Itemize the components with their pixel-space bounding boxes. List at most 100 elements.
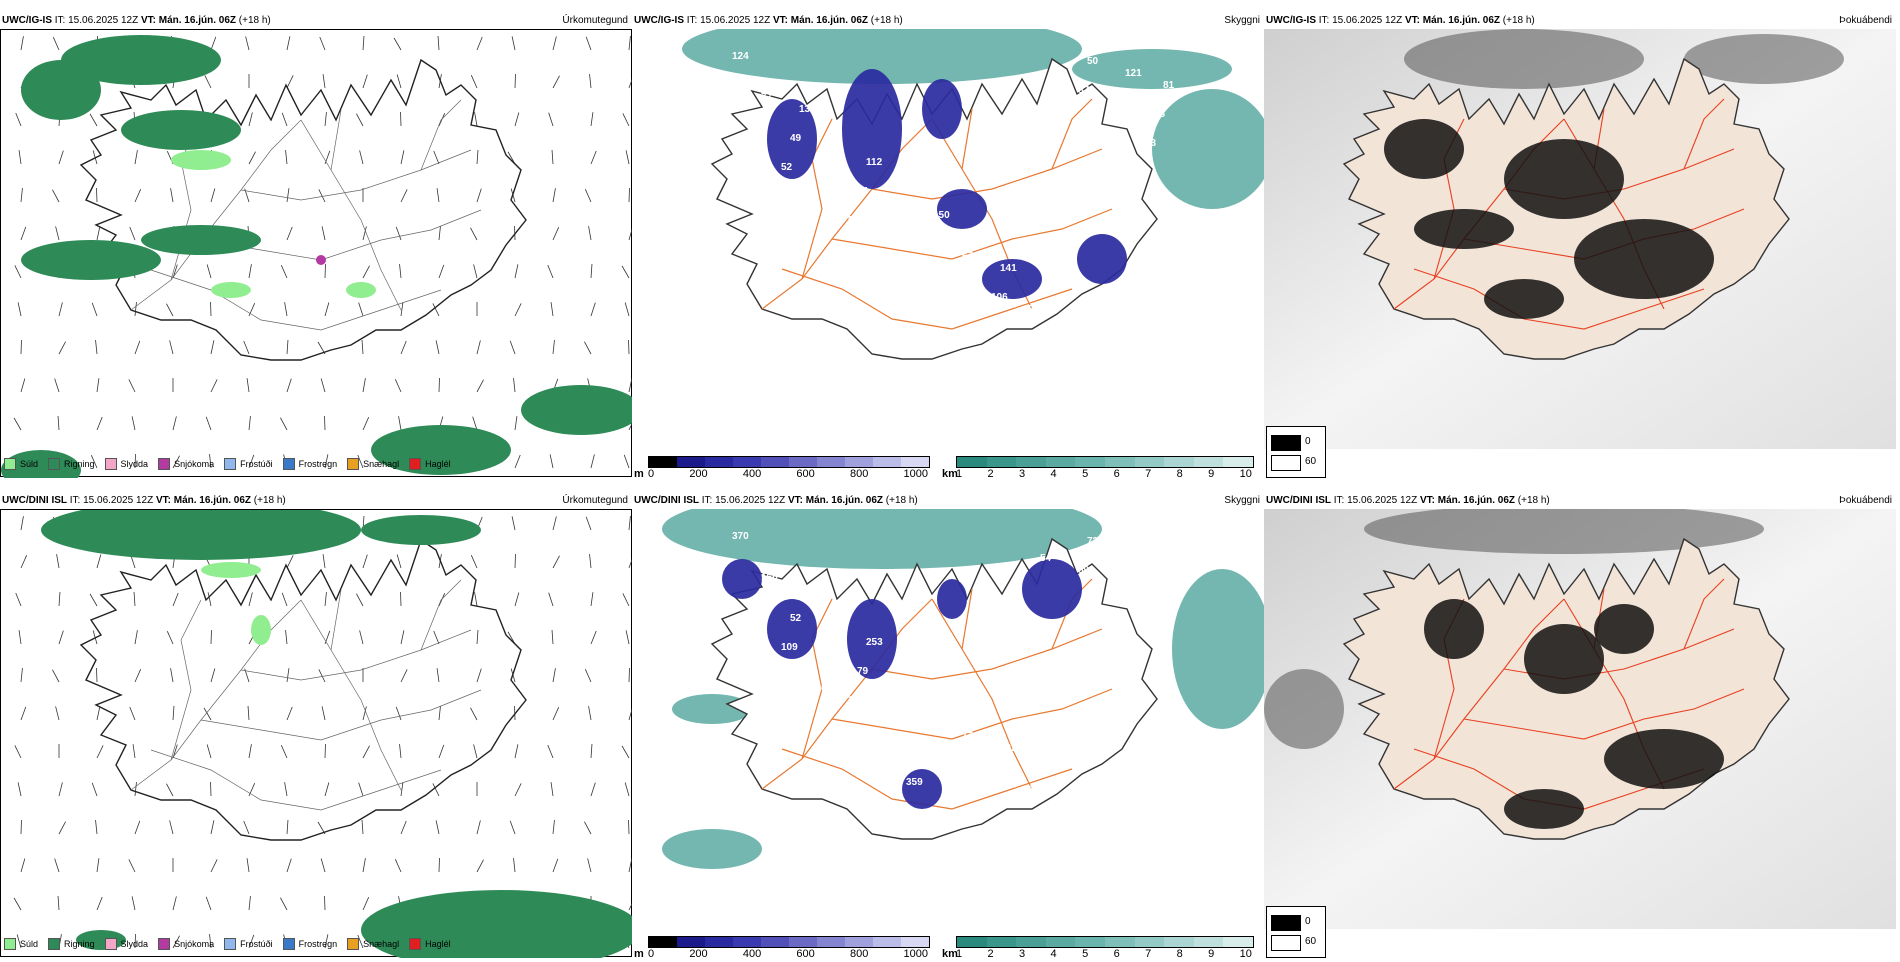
wind-barb: [400, 744, 401, 758]
wind-barb: [553, 516, 556, 530]
wind-barb: [16, 113, 21, 126]
wind-barb: [14, 898, 21, 910]
field-patch: [316, 255, 326, 265]
legend-swatch: [158, 458, 170, 470]
wind-barb: [280, 898, 287, 910]
panel-title: UWC/DINI ISL IT: 15.06.2025 12Z VT: Mán.…: [634, 494, 918, 508]
wind-barb: [132, 896, 135, 910]
wind-barb: [286, 630, 287, 644]
visibility-value-label: 124: [732, 51, 749, 62]
wind-barb: [629, 516, 630, 530]
wind-barb: [208, 592, 211, 606]
visibility-value-label: 53: [1020, 813, 1032, 824]
wind-barb: [135, 821, 140, 834]
visibility-value-label: 43: [1145, 138, 1157, 149]
wind-barb: [363, 746, 370, 758]
wind-barb: [211, 379, 217, 392]
wind-barb: [512, 516, 515, 530]
wind-barb: [470, 708, 477, 720]
colorbar-tick: 0: [648, 468, 654, 480]
wind-barb: [18, 782, 21, 796]
panel-precip-igis: UWC/IG-IS IT: 15.06.2025 12Z VT: Mán. 16…: [0, 14, 632, 482]
wind-barb: [363, 897, 369, 910]
visibility-value-label: 108: [915, 748, 932, 759]
wind-barb: [211, 669, 215, 682]
wind-barb: [19, 630, 21, 644]
wind-barb: [135, 302, 136, 316]
wind-barb: [436, 340, 439, 354]
wind-barb: [363, 858, 365, 872]
wind-barb: [396, 227, 401, 240]
wind-barb: [59, 782, 62, 796]
legend-label: Súld: [20, 459, 38, 469]
legend-label: Slydda: [121, 459, 149, 469]
visibility-value-label: 50: [1087, 56, 1099, 67]
wind-barb: [477, 380, 484, 392]
visibility-value-label: 60: [953, 280, 965, 291]
panel-fog-dini: UWC/DINI ISL IT: 15.06.2025 12Z VT: Mán.…: [1264, 494, 1896, 962]
colorbar-unit: m: [634, 468, 644, 480]
legend-item: Snæhagl: [347, 458, 399, 470]
panel-title: UWC/IG-IS IT: 15.06.2025 12Z VT: Mán. 16…: [634, 14, 903, 28]
wind-barb: [623, 593, 629, 606]
wind-barb: [285, 302, 287, 316]
wind-barb: [552, 150, 553, 164]
wind-barb: [170, 340, 173, 354]
field-patch: [171, 150, 231, 170]
visibility-value-label: 380: [1096, 837, 1113, 848]
wind-barb: [249, 592, 252, 606]
visibility-value-label: 132: [1000, 743, 1017, 754]
legend-label: Rigning: [64, 939, 95, 949]
wind-barb: [167, 631, 173, 644]
visibility-value-label: 150: [933, 210, 950, 221]
visibility-value-label: 110: [848, 695, 865, 706]
legend-label: Súld: [20, 939, 38, 949]
field-patch: [1574, 219, 1714, 299]
wind-barb: [249, 303, 255, 316]
wind-barb: [591, 631, 596, 644]
legend-label: Rigning: [64, 459, 95, 469]
wind-barb: [434, 151, 439, 164]
visibility-value-label: 131: [799, 104, 816, 115]
wind-barb: [135, 782, 136, 796]
panel-title: UWC/DINI ISL IT: 15.06.2025 12Z VT: Mán.…: [1266, 494, 1550, 508]
wind-barb: [325, 592, 326, 606]
visibility-value-label: 54: [1040, 553, 1052, 564]
wind-barb: [248, 706, 249, 720]
wind-barb: [401, 630, 404, 644]
panel-visibility-dini: UWC/DINI ISL IT: 15.06.2025 12Z VT: Mán.…: [632, 494, 1264, 962]
wind-barb: [90, 594, 97, 606]
wind-barb: [59, 822, 66, 834]
field-patch: [21, 240, 161, 280]
panel-variable: Þokuábendi: [1839, 494, 1892, 508]
wind-barb: [249, 783, 255, 796]
wind-barb: [553, 76, 560, 88]
wind-barb: [21, 555, 27, 568]
wind-barb: [129, 859, 135, 872]
wind-barb: [286, 150, 287, 164]
iceland-coastline: [81, 540, 526, 840]
legend-swatch: [409, 938, 421, 950]
wind-barb: [584, 822, 591, 834]
legend-swatch: [48, 458, 60, 470]
wind-barb: [549, 593, 553, 606]
legend-label: Haglél: [425, 939, 451, 949]
wind-barb: [625, 303, 629, 316]
panel-variable: Skyggni: [1224, 14, 1260, 28]
wind-barb: [52, 670, 59, 682]
wind-barb: [474, 744, 477, 758]
wind-barb: [96, 340, 97, 354]
wind-barb: [249, 896, 250, 910]
colorbar-tick: 6: [1114, 468, 1120, 480]
visibility-value-label: 57: [877, 256, 889, 267]
visibility-value-label: 58: [819, 654, 831, 665]
field-patch: [1504, 789, 1584, 829]
legend-label: Snjókoma: [174, 459, 214, 469]
wind-barb: [395, 859, 401, 872]
visibility-value-label: 121: [1125, 68, 1142, 79]
wind-barb: [287, 668, 289, 682]
wind-barb: [514, 378, 515, 392]
